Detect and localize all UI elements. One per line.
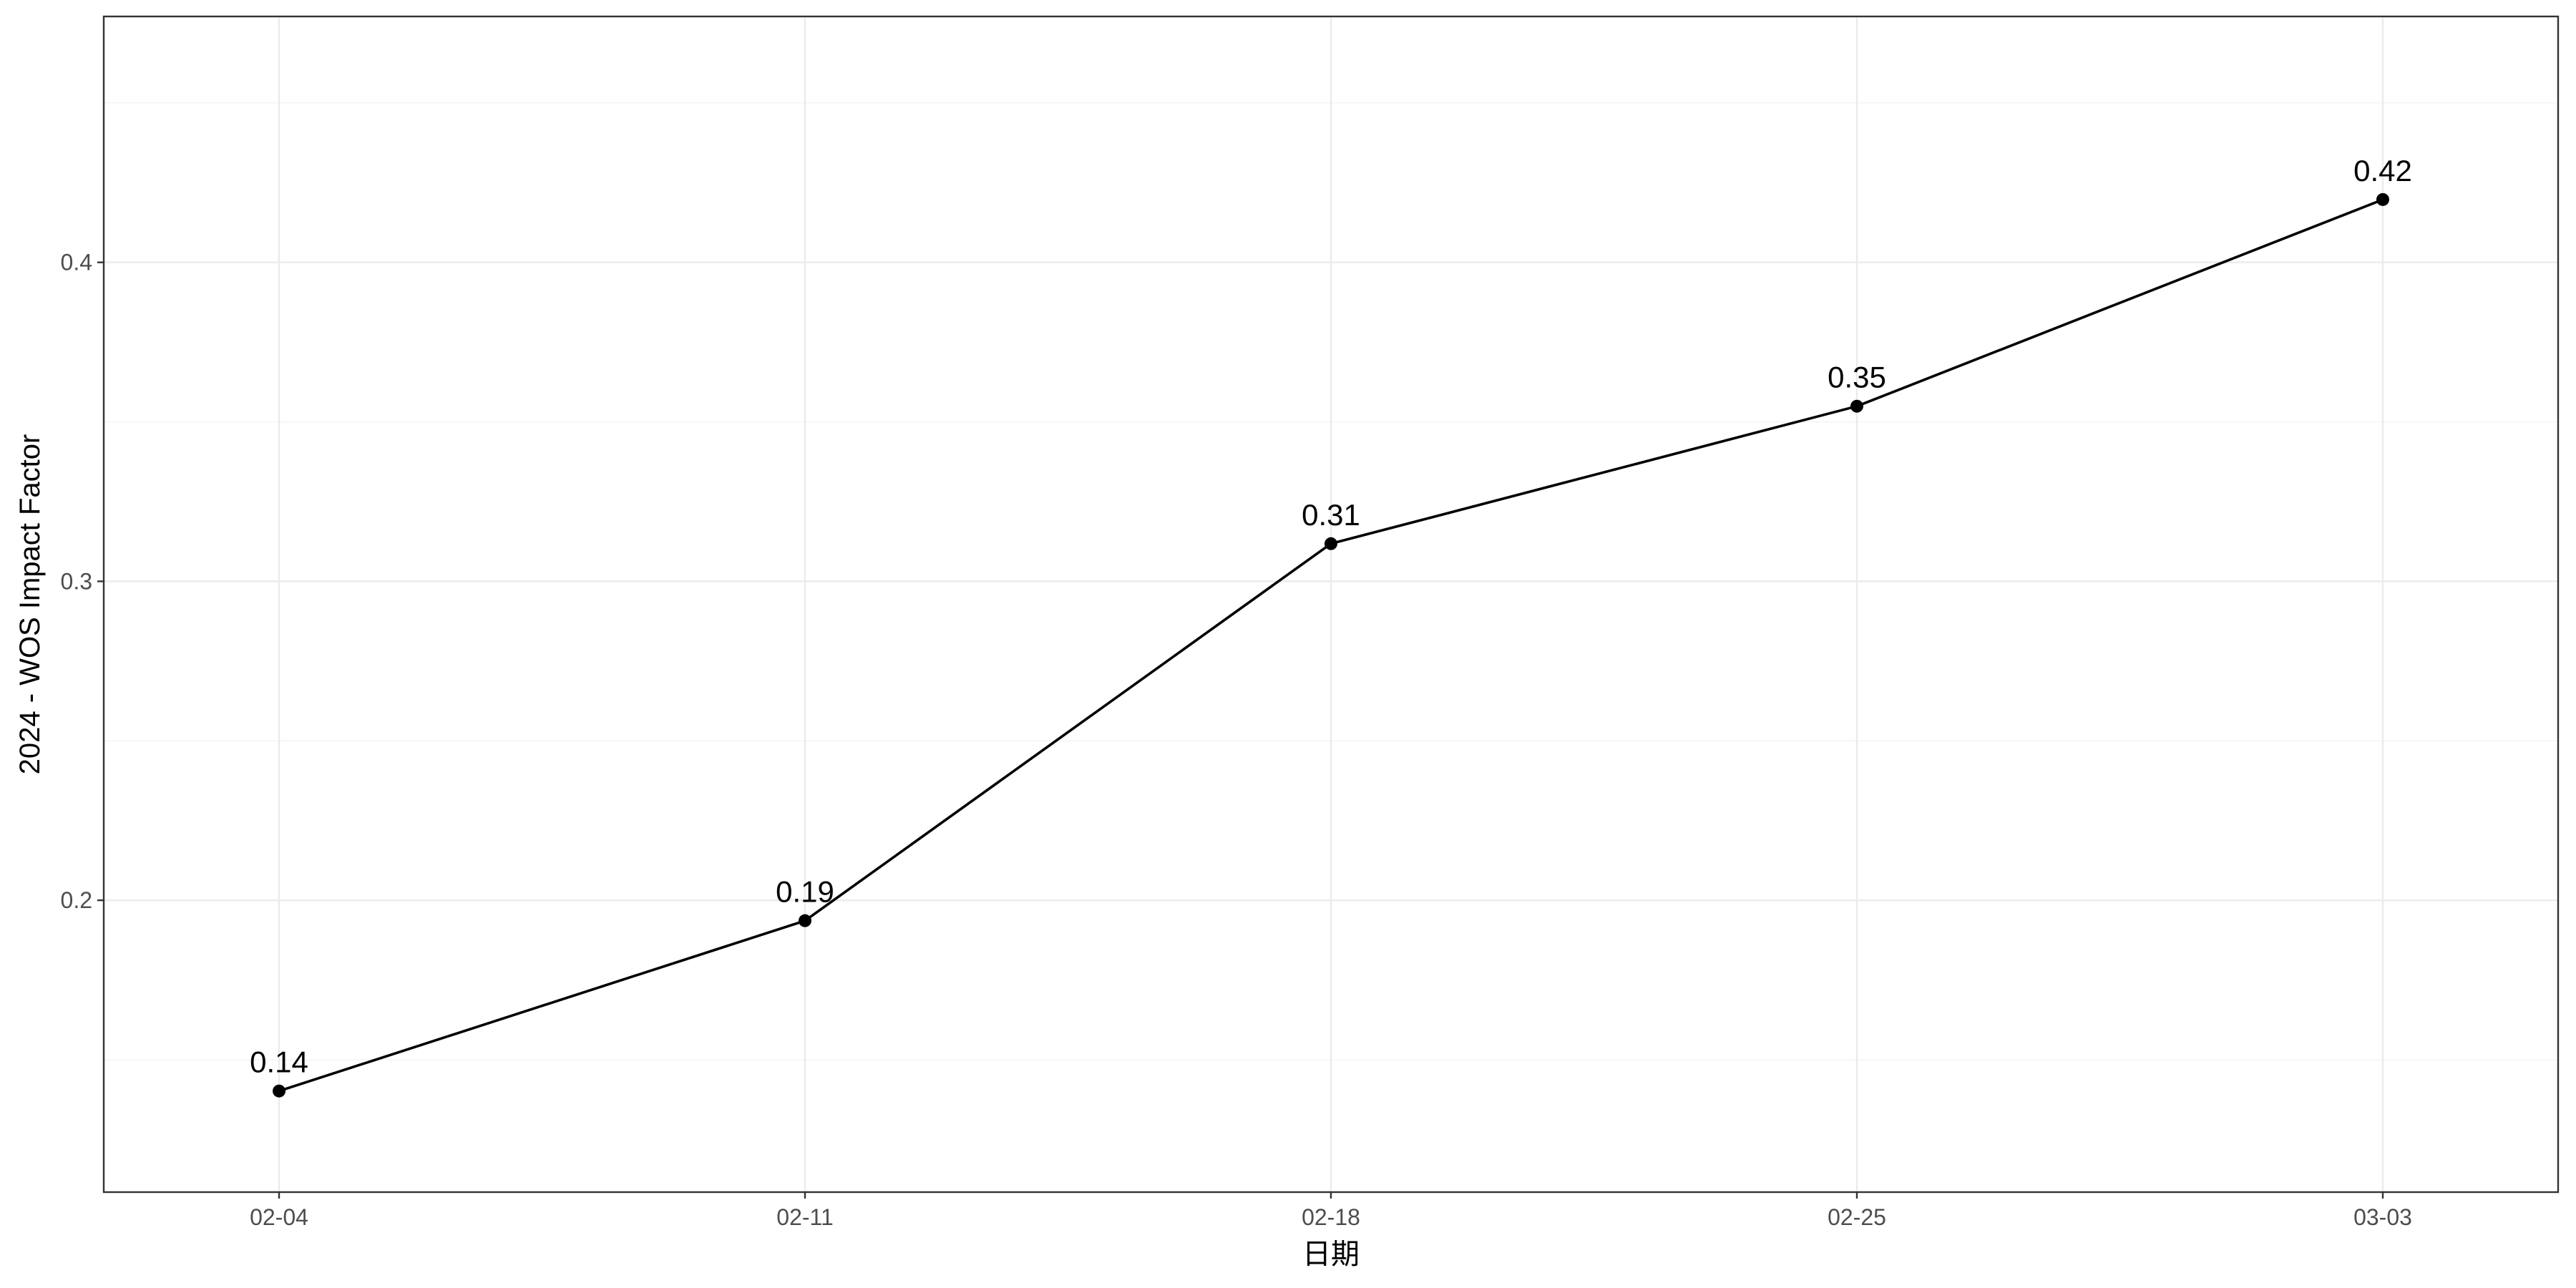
- data-point: [1324, 537, 1337, 550]
- y-tick-label: 0.4: [61, 250, 92, 275]
- data-label: 0.19: [776, 875, 834, 909]
- x-tick-label: 03-03: [2353, 1204, 2412, 1230]
- data-point: [1850, 399, 1863, 413]
- data-label: 0.42: [2353, 154, 2412, 187]
- x-axis: 02-04 02-11 02-18 02-25 03-03: [250, 1192, 2412, 1230]
- x-tick-label: 02-25: [1828, 1204, 1886, 1230]
- y-tick-label: 0.2: [61, 887, 92, 913]
- data-point: [799, 914, 811, 927]
- y-tick-label: 0.3: [61, 568, 92, 594]
- major-gridlines: [104, 16, 2558, 1192]
- x-axis-title: 日期: [1302, 1239, 1360, 1270]
- x-tick-label: 02-18: [1302, 1204, 1360, 1230]
- data-point: [2376, 192, 2389, 206]
- data-point: [273, 1084, 286, 1098]
- series-layer: [273, 192, 2389, 1098]
- data-label: 0.35: [1828, 361, 1886, 394]
- x-tick-label: 02-04: [250, 1204, 308, 1230]
- x-tick-label: 02-11: [776, 1204, 833, 1230]
- y-axis-title: 2024 - WOS Impact Factor: [14, 434, 46, 775]
- data-labels-layer: 0.14 0.19 0.31 0.35 0.42: [250, 154, 2412, 1079]
- y-axis: 0.2 0.3 0.4: [61, 250, 104, 913]
- data-label: 0.14: [250, 1045, 308, 1079]
- data-label: 0.31: [1302, 498, 1360, 532]
